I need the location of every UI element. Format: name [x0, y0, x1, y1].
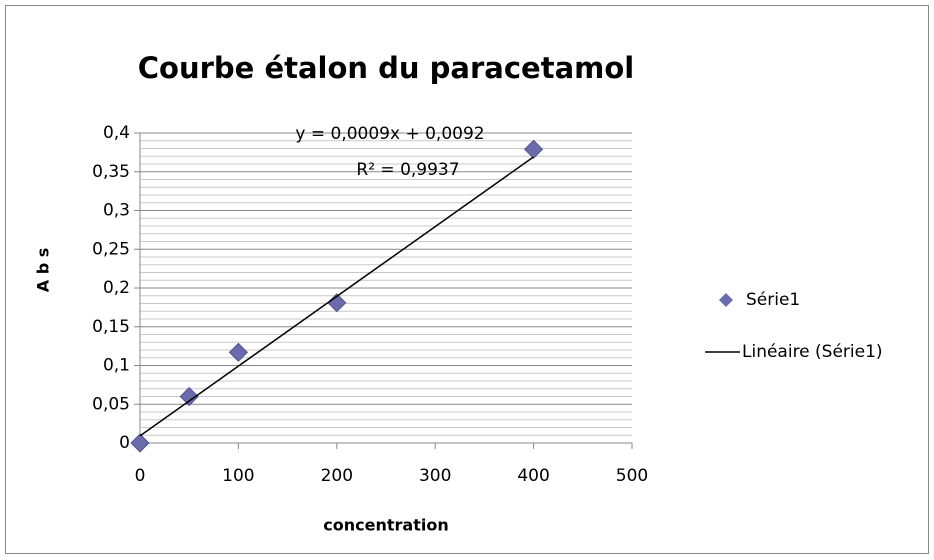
annotation: R² = 0,9937: [356, 160, 459, 180]
legend-swatch: [719, 293, 733, 307]
x-tick-label: 0: [135, 466, 146, 486]
legend-label: Série1: [746, 290, 800, 310]
y-tick-label: 0,35: [92, 162, 130, 182]
y-tick-label: 0,25: [92, 239, 130, 259]
y-tick-label: 0,2: [103, 278, 130, 298]
point: [179, 386, 199, 407]
y-tick-label: 0,1: [103, 356, 130, 376]
point: [524, 139, 544, 159]
y-tick-label: 0,15: [92, 317, 130, 337]
x-tick-label: 200: [321, 466, 353, 486]
x-tick-label: 100: [222, 466, 254, 486]
y-axis-title: A b s: [34, 248, 53, 293]
annotation: y = 0,0009x + 0,0092: [295, 124, 484, 144]
point: [228, 342, 248, 362]
trend-line: [139, 156, 535, 437]
y-tick-label: 0,4: [103, 123, 130, 143]
point: [130, 433, 150, 453]
x-tick-label: 500: [616, 466, 648, 486]
chart-border: [5, 5, 929, 554]
y-tick-label: 0: [119, 433, 130, 453]
x-tick-label: 300: [419, 466, 451, 486]
y-tick-label: 0,3: [103, 201, 130, 221]
y-tick-label: 0,05: [92, 394, 130, 414]
x-axis-title: concentration: [323, 516, 448, 535]
legend-label: Linéaire (Série1): [742, 342, 883, 362]
chart-title: Courbe étalon du paracetamol: [138, 51, 634, 85]
x-tick-label: 400: [517, 466, 549, 486]
